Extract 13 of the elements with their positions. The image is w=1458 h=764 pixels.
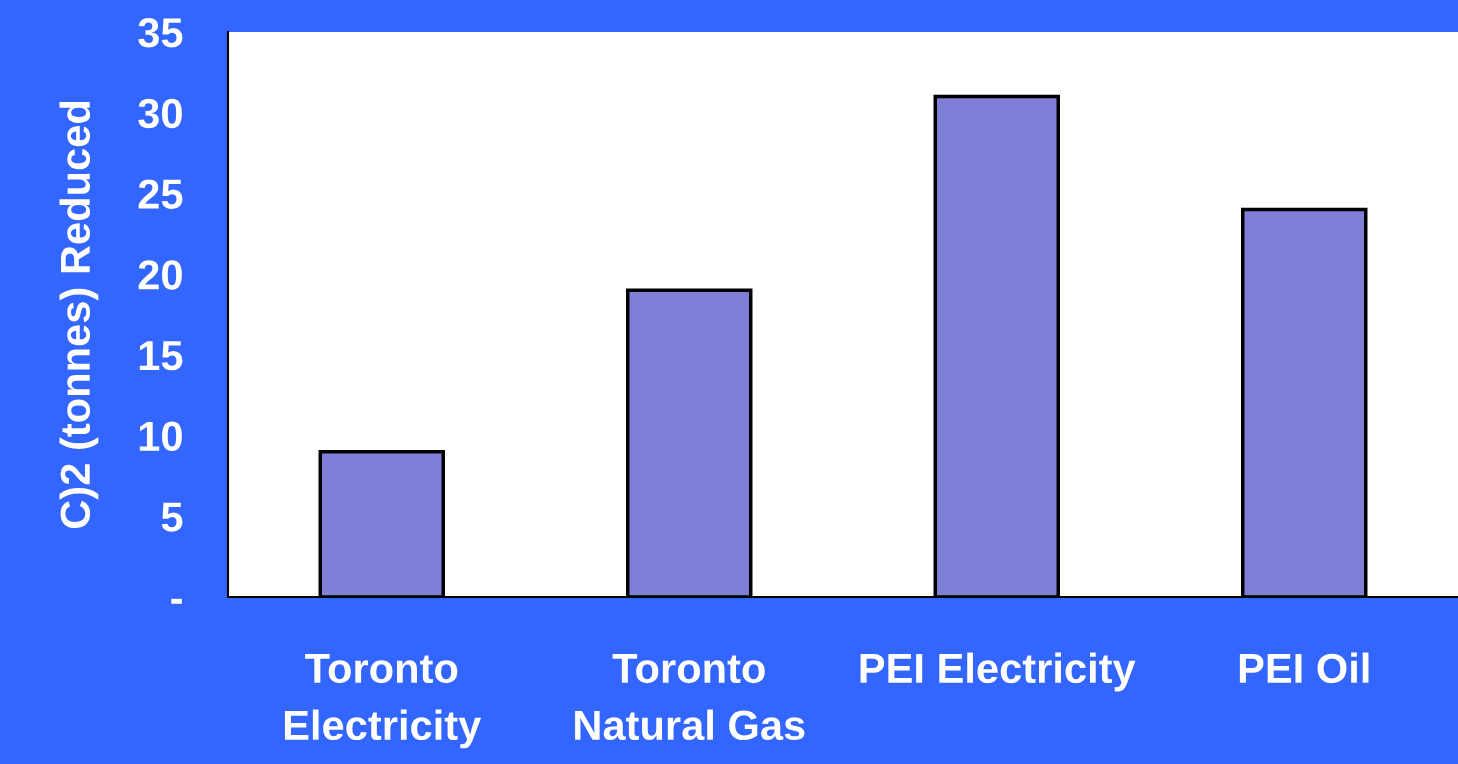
x-tick-label: PEI Electricity: [860, 652, 1136, 692]
y-tick-label: 30: [138, 98, 182, 129]
x-tick-label: PEI Oil: [1239, 652, 1369, 684]
y-tick-label: 5: [161, 502, 183, 532]
y-tick-label: 15: [139, 341, 183, 371]
x-tick-label: Toronto Electricity: [284, 654, 482, 749]
y-tick-label: -: [171, 598, 182, 604]
y-axis-title: C)2 (tonnes) Reduced: [59, 101, 99, 529]
x-tick-label: Toronto Natural Gas: [575, 654, 805, 741]
y-tick-label: 35: [138, 18, 183, 48]
y-tick-label: 10: [139, 421, 182, 452]
y-tick-label: 25: [138, 179, 183, 209]
y-tick-label: 20: [138, 260, 182, 290]
